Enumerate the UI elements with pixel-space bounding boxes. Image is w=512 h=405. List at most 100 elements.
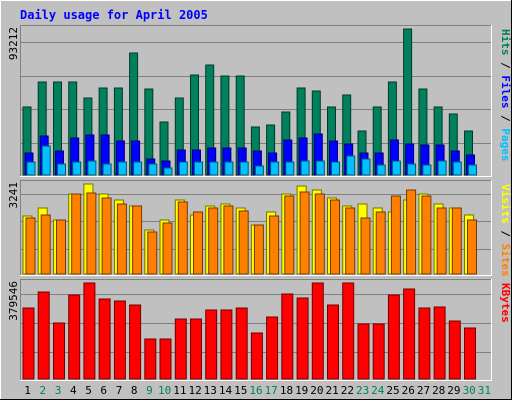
bar-pages bbox=[209, 161, 219, 176]
bar-kbytes bbox=[403, 288, 416, 380]
x-tick-label: 27 bbox=[417, 384, 430, 397]
bar-kbytes bbox=[53, 322, 65, 380]
bar-sites bbox=[451, 207, 462, 275]
bar-sites bbox=[40, 214, 51, 275]
bar-kbytes bbox=[98, 298, 111, 380]
legend-part-sites: Sites bbox=[499, 244, 512, 277]
bar-kbytes bbox=[68, 294, 81, 380]
bar-pages bbox=[422, 164, 432, 176]
bar-kbytes bbox=[159, 338, 172, 380]
bar-pages bbox=[72, 161, 82, 176]
bar-sites bbox=[238, 210, 249, 275]
bar-pages bbox=[376, 164, 386, 176]
legend-part-hits: Hits bbox=[499, 29, 512, 56]
bar-pages bbox=[224, 161, 234, 176]
bar-sites bbox=[162, 222, 173, 275]
bar-kbytes bbox=[464, 327, 476, 380]
bar-kbytes bbox=[144, 338, 157, 380]
bar-sites bbox=[284, 195, 295, 275]
bar-sites bbox=[467, 219, 477, 275]
bar-pages bbox=[468, 164, 477, 176]
bar-pages bbox=[178, 161, 188, 176]
x-tick-label: 10 bbox=[158, 384, 171, 397]
legend-part-pages: Pages bbox=[499, 128, 512, 161]
bar-kbytes bbox=[174, 318, 187, 380]
bar-kbytes bbox=[266, 316, 279, 380]
bar-sites bbox=[101, 197, 112, 275]
bar-kbytes bbox=[418, 307, 431, 380]
x-tick-label: 14 bbox=[219, 384, 233, 397]
bar-pages bbox=[346, 155, 356, 176]
bar-sites bbox=[299, 191, 310, 275]
x-tick-label: 28 bbox=[432, 384, 445, 397]
bar-kbytes bbox=[357, 323, 370, 380]
bar-pages bbox=[437, 160, 447, 176]
axis-legend-hits-files-pages: Hits / Files / Pages bbox=[499, 29, 512, 162]
bar-sites bbox=[132, 205, 143, 275]
panels-layer: 93212 Hits / Files / Pages 3241 Visits / Si… bbox=[7, 25, 512, 381]
bar-pages bbox=[41, 145, 51, 176]
bar-pages bbox=[133, 161, 143, 176]
bar-kbytes bbox=[250, 332, 263, 380]
bar-kbytes bbox=[296, 297, 309, 380]
bar-sites bbox=[406, 189, 417, 275]
bar-sites bbox=[208, 207, 219, 275]
bar-kbytes bbox=[235, 307, 248, 380]
x-tick-label: 18 bbox=[280, 384, 293, 397]
bar-sites bbox=[71, 193, 82, 275]
chart-title: Daily usage for April 2005 bbox=[20, 8, 208, 22]
bar-kbytes bbox=[372, 323, 385, 380]
bar-pages bbox=[361, 158, 371, 176]
bar-pages bbox=[194, 161, 203, 176]
x-tick-label: 7 bbox=[116, 384, 123, 397]
bar-kbytes bbox=[113, 300, 126, 380]
axis-legend-visits-sites: Visits / Sites bbox=[499, 184, 512, 277]
x-tick-label: 26 bbox=[402, 384, 415, 397]
x-tick-label: 17 bbox=[265, 384, 278, 397]
bar-kbytes bbox=[327, 304, 339, 380]
x-tick-label: 22 bbox=[341, 384, 354, 397]
bar-sites bbox=[193, 211, 203, 275]
bar-pages bbox=[148, 163, 158, 176]
bar-pages bbox=[239, 161, 249, 176]
bar-sites bbox=[177, 201, 188, 275]
axis-legend-kbytes: KBytes bbox=[499, 283, 512, 323]
bar-pages bbox=[391, 160, 401, 176]
x-tick-label: 15 bbox=[234, 384, 247, 397]
x-tick-label: 23 bbox=[356, 384, 369, 397]
x-axis-tick-labels: 1 2 3 4 5 6 7 8 9 10 11 12 13 14 15 16 17 18 19 20 21 22 23 24 2… bbox=[24, 384, 491, 397]
bar-pages bbox=[102, 163, 112, 176]
bar-sites bbox=[330, 199, 340, 275]
legend-part-files: Files bbox=[499, 75, 512, 108]
bar-kbytes bbox=[37, 291, 50, 380]
bar-sites bbox=[269, 215, 280, 275]
bar-pages bbox=[26, 161, 36, 176]
legend-part-visits: Visits bbox=[499, 184, 512, 224]
x-tick-label: 13 bbox=[204, 384, 217, 397]
x-tick-label: 24 bbox=[371, 384, 385, 397]
y-max-label-hits-files-pages: 93212 bbox=[7, 27, 20, 60]
bar-kbytes bbox=[433, 306, 446, 380]
bar-sites bbox=[345, 207, 356, 275]
bar-pages bbox=[87, 160, 97, 176]
bar-sites bbox=[253, 224, 264, 275]
x-tick-label: 2 bbox=[39, 384, 46, 397]
x-tick-label: 25 bbox=[386, 384, 399, 397]
bar-kbytes bbox=[311, 282, 324, 380]
x-tick-label: 3 bbox=[55, 384, 62, 397]
bar-sites bbox=[116, 203, 127, 275]
x-tick-label: 6 bbox=[100, 384, 107, 397]
x-tick-label: 29 bbox=[447, 384, 460, 397]
x-tick-label: 21 bbox=[325, 384, 338, 397]
bar-kbytes bbox=[448, 320, 461, 380]
legend-part-: / bbox=[499, 56, 512, 76]
bar-pages bbox=[452, 161, 462, 176]
bar-kbytes bbox=[220, 309, 233, 380]
bar-kbytes bbox=[190, 318, 202, 380]
x-tick-label: 8 bbox=[131, 384, 138, 397]
panel-hits-files-pages: 93212 Hits / Files / Pages bbox=[7, 25, 512, 177]
bar-pages bbox=[254, 165, 264, 176]
bar-kbytes bbox=[281, 293, 294, 380]
